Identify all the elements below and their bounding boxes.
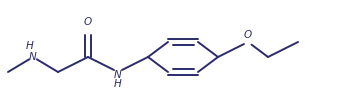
- Text: O: O: [244, 30, 252, 40]
- Text: H: H: [26, 41, 34, 51]
- Text: H: H: [114, 79, 122, 89]
- Text: N: N: [114, 70, 122, 80]
- Text: O: O: [84, 17, 92, 27]
- Text: N: N: [29, 52, 37, 62]
